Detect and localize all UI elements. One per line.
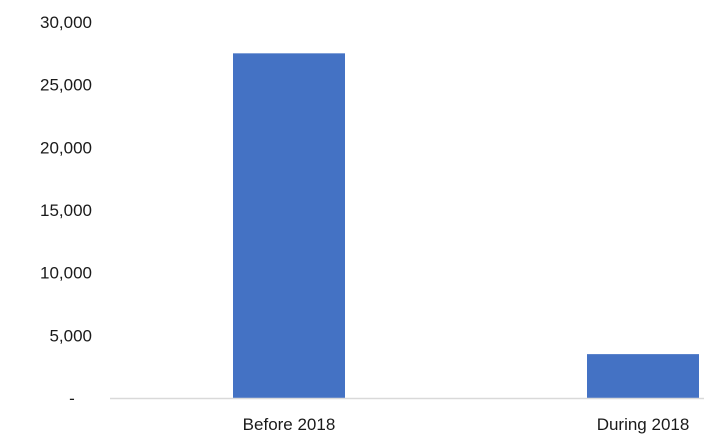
x-axis-labels: Before 2018 During 2018 (243, 415, 690, 434)
y-tick-label: 25,000 (40, 76, 92, 95)
bar-during-2018 (587, 354, 699, 398)
bar-before-2018 (233, 53, 345, 398)
y-tick-label: 30,000 (40, 13, 92, 32)
x-category-label: Before 2018 (243, 415, 336, 434)
y-axis-labels: - 5,000 10,000 15,000 20,000 25,000 30,000 (40, 13, 92, 408)
bars (233, 53, 699, 398)
x-category-label: During 2018 (597, 415, 690, 434)
y-tick-label: - (69, 389, 75, 408)
y-tick-label: 5,000 (49, 326, 92, 345)
y-tick-label: 15,000 (40, 201, 92, 220)
y-tick-label: 10,000 (40, 264, 92, 283)
y-tick-label: 20,000 (40, 138, 92, 157)
